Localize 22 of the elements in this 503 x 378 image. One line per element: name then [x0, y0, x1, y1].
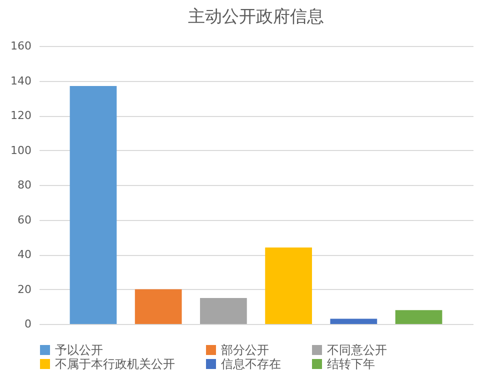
legend-label: 予以公开	[55, 343, 103, 357]
legend-label: 结转下年	[327, 357, 375, 371]
bar	[395, 310, 442, 324]
y-tick-label: 100	[10, 144, 32, 157]
legend-label: 不属于本行政机关公开	[55, 357, 175, 371]
chart-title: 主动公开政府信息	[188, 7, 324, 27]
bar	[265, 248, 312, 324]
y-tick-label: 40	[18, 248, 32, 261]
bar	[200, 298, 247, 324]
bar	[70, 86, 117, 324]
y-tick-label: 20	[18, 282, 32, 296]
legend-label: 不同意公开	[327, 343, 387, 357]
y-tick-label: 140	[10, 74, 32, 88]
legend-label: 信息不存在	[221, 357, 281, 371]
bar	[134, 289, 182, 324]
y-tick-label: 60	[18, 213, 32, 226]
y-tick-label: 160	[10, 40, 32, 52]
y-tick-label: 0	[24, 318, 32, 330]
y-tick-label: 80	[18, 178, 32, 192]
bar	[330, 318, 378, 324]
legend-label: 部分公开	[221, 343, 269, 357]
y-tick-label: 120	[10, 109, 32, 122]
